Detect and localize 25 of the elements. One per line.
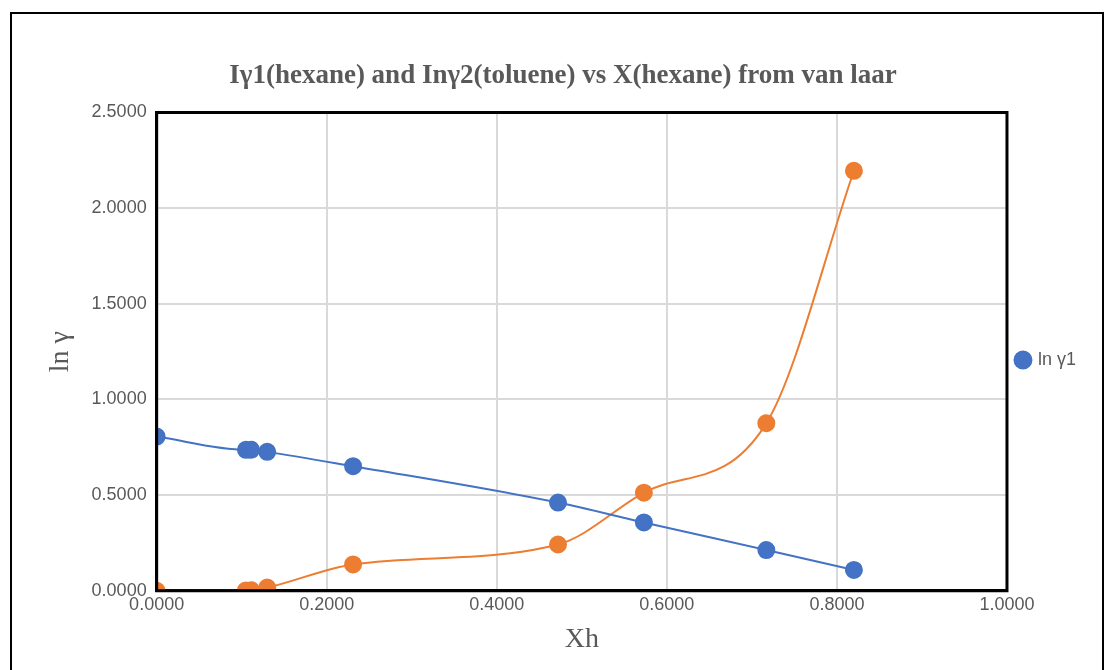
chart-title: Iγ1(hexane) and Inγ2(toluene) vs X(hexane) from van laar: [229, 59, 897, 90]
x-tick-label: 0.4000: [469, 593, 525, 614]
legend-label: ln γ1: [1037, 348, 1077, 369]
y-tick-label: 1.0000: [91, 388, 147, 409]
y-tick-label: 2.5000: [91, 101, 147, 122]
y-tick-label: 0.5000: [91, 484, 147, 505]
x-tick-label: 0.6000: [639, 593, 695, 614]
x-tick-label: 0.8000: [809, 593, 865, 614]
point: [844, 560, 863, 579]
y-axis-title: ln γ: [43, 331, 75, 373]
point: [634, 513, 653, 532]
point: [344, 555, 363, 574]
point: [844, 161, 863, 180]
point: [757, 541, 776, 560]
x-tick-label: 1.0000: [979, 593, 1035, 614]
point: [634, 483, 653, 502]
point: [549, 493, 568, 512]
point: [344, 457, 363, 476]
x-axis-title: Xh: [564, 621, 599, 653]
y-tick-label: 2.0000: [91, 197, 147, 218]
x-tick-label: 0.2000: [299, 593, 355, 614]
point: [258, 442, 277, 461]
point: [757, 414, 776, 433]
point: [549, 535, 568, 554]
y-tick-label: 1.5000: [91, 292, 147, 313]
